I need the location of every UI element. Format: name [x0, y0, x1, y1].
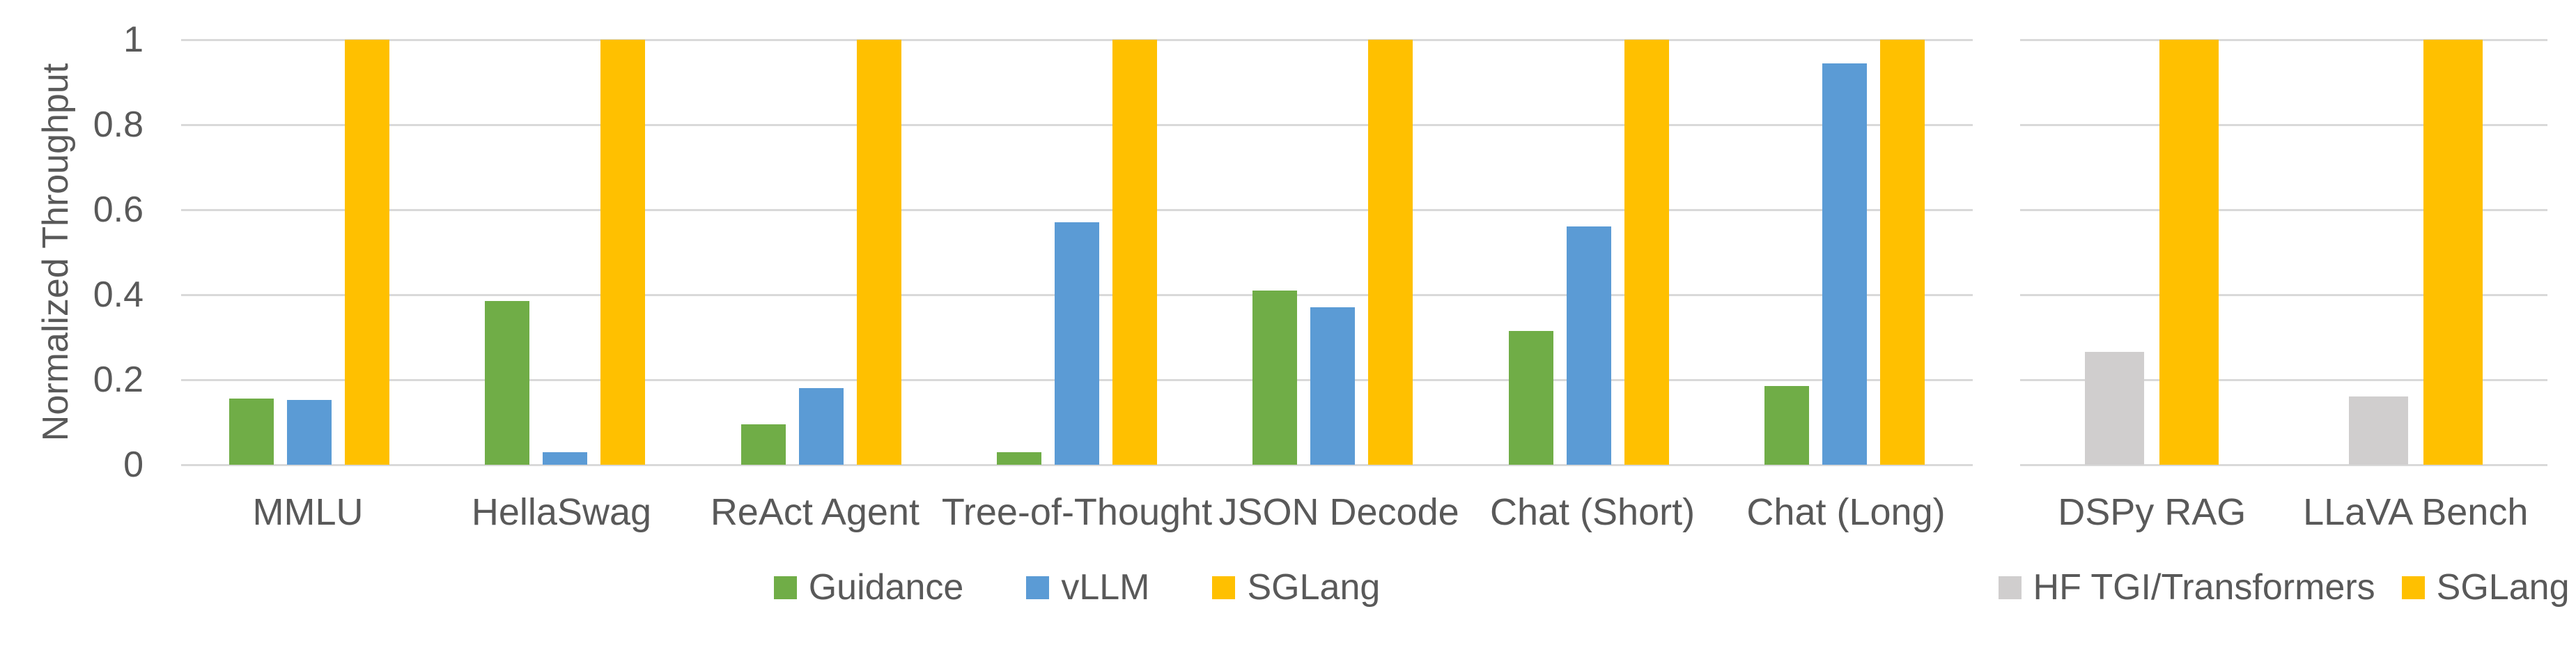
- bar-guidance: [996, 452, 1041, 465]
- bar-guidance: [1764, 386, 1810, 465]
- bar-group-react-agent: [693, 40, 949, 465]
- bar-guidance: [1508, 330, 1553, 465]
- gridline: [181, 39, 1973, 41]
- left-chart-legend: Guidance vLLM SGLang: [181, 567, 1973, 608]
- right-chart-legend: HF TGI/Transformers SGLang: [1998, 569, 2569, 605]
- bar-group-hellaswag: [437, 40, 692, 465]
- gridline: [2020, 464, 2547, 466]
- y-tick-label-0.6: 0.6: [93, 190, 143, 230]
- bar-sglang: [1624, 40, 1669, 465]
- right-chart-plot-area: [2020, 39, 2547, 466]
- bar-hf-tgi-transformers: [2348, 396, 2408, 465]
- gridline: [181, 464, 1973, 466]
- category-label-hellaswag: HellaSwag: [471, 491, 652, 533]
- bar-sglang: [600, 40, 646, 465]
- gridline: [2020, 39, 2547, 41]
- legend-item-hf-tgi-transformers: HF TGI/Transformers: [1998, 567, 2375, 608]
- legend-label: vLLM: [1061, 567, 1150, 608]
- left-chart-category-labels: MMLU HellaSwag ReAct Agent Tree-of-Thought J…: [181, 488, 1973, 537]
- bar-vllm: [798, 388, 844, 465]
- left-chart-plot-area: [181, 39, 1973, 466]
- category-label-dspy-rag: DSPy RAG: [2058, 491, 2247, 533]
- legend-item-sglang: SGLang: [1212, 569, 1380, 605]
- legend-label: HF TGI/Transformers: [2033, 567, 2375, 608]
- y-axis-tick-labels: 1 0.8 0.6 0.4 0.2 0: [0, 22, 143, 483]
- bar-group-llava-bench: [2284, 40, 2548, 465]
- y-tick-label-0.4: 0.4: [93, 275, 143, 315]
- legend-label: Guidance: [808, 567, 964, 608]
- category-label-chat-short-: Chat (Short): [1489, 491, 1696, 533]
- legend-item-vllm: vLLM: [1026, 569, 1149, 605]
- gridline: [2020, 124, 2547, 126]
- bar-group-dspy-rag: [2020, 40, 2284, 465]
- bar-sglang: [344, 40, 389, 465]
- gridline: [2020, 209, 2547, 211]
- bar-vllm: [543, 452, 588, 465]
- gridline: [2020, 379, 2547, 381]
- right-chart-category-labels: DSPy RAG LLaVA Bench: [2020, 488, 2547, 537]
- y-tick-label-1: 1: [123, 20, 143, 60]
- bar-vllm: [1822, 63, 1868, 465]
- category-label-tree-of-thought: Tree-of-Thought: [941, 491, 1213, 533]
- bar-sglang: [1368, 40, 1413, 465]
- bar-vllm: [1054, 222, 1099, 465]
- legend-swatch-icon: [1998, 576, 2022, 599]
- legend-label: SGLang: [1247, 567, 1381, 608]
- category-label-json-decode: JSON Decode: [1218, 491, 1459, 533]
- legend-swatch-icon: [2401, 576, 2425, 599]
- bar-group-json-decode: [1205, 40, 1461, 465]
- category-label-llava-bench: LLaVA Bench: [2303, 491, 2529, 533]
- bar-sglang: [1880, 40, 1925, 465]
- bar-guidance: [228, 399, 274, 465]
- y-tick-label-0.8: 0.8: [93, 105, 143, 145]
- right-chart-bar-groups: [2020, 40, 2547, 465]
- bar-hf-tgi-transformers: [2085, 352, 2145, 465]
- gridline: [2020, 294, 2547, 296]
- category-label-react-agent: ReAct Agent: [710, 491, 920, 533]
- category-label-chat-long-: Chat (Long): [1746, 491, 1946, 533]
- y-tick-label-0.2: 0.2: [93, 360, 143, 400]
- legend-swatch-icon: [773, 576, 797, 599]
- bar-sglang: [1112, 40, 1157, 465]
- bar-vllm: [286, 399, 332, 465]
- bar-group-mmlu: [181, 40, 437, 465]
- bar-sglang: [2159, 40, 2219, 465]
- legend-item-sglang: SGLang: [2401, 567, 2570, 608]
- bar-vllm: [1310, 307, 1356, 465]
- bar-guidance: [485, 301, 530, 465]
- legend-swatch-icon: [1026, 576, 1050, 599]
- legend-swatch-icon: [1212, 576, 1236, 599]
- bar-sglang: [856, 40, 901, 465]
- category-label-mmlu: MMLU: [252, 491, 364, 533]
- bar-group-chat-short-: [1461, 40, 1716, 465]
- bar-sglang: [2423, 40, 2483, 465]
- left-chart-bar-groups: [181, 40, 1973, 465]
- bar-group-chat-long-: [1717, 40, 1973, 465]
- legend-label: SGLang: [2436, 567, 2570, 608]
- legend-item-guidance: Guidance: [773, 567, 964, 608]
- y-tick-label-0: 0: [123, 445, 143, 485]
- gridline: [181, 124, 1973, 126]
- bar-group-tree-of-thought: [949, 40, 1204, 465]
- bar-vllm: [1566, 226, 1611, 465]
- bar-guidance: [1252, 290, 1298, 465]
- bar-guidance: [740, 424, 786, 465]
- gridline: [181, 209, 1973, 211]
